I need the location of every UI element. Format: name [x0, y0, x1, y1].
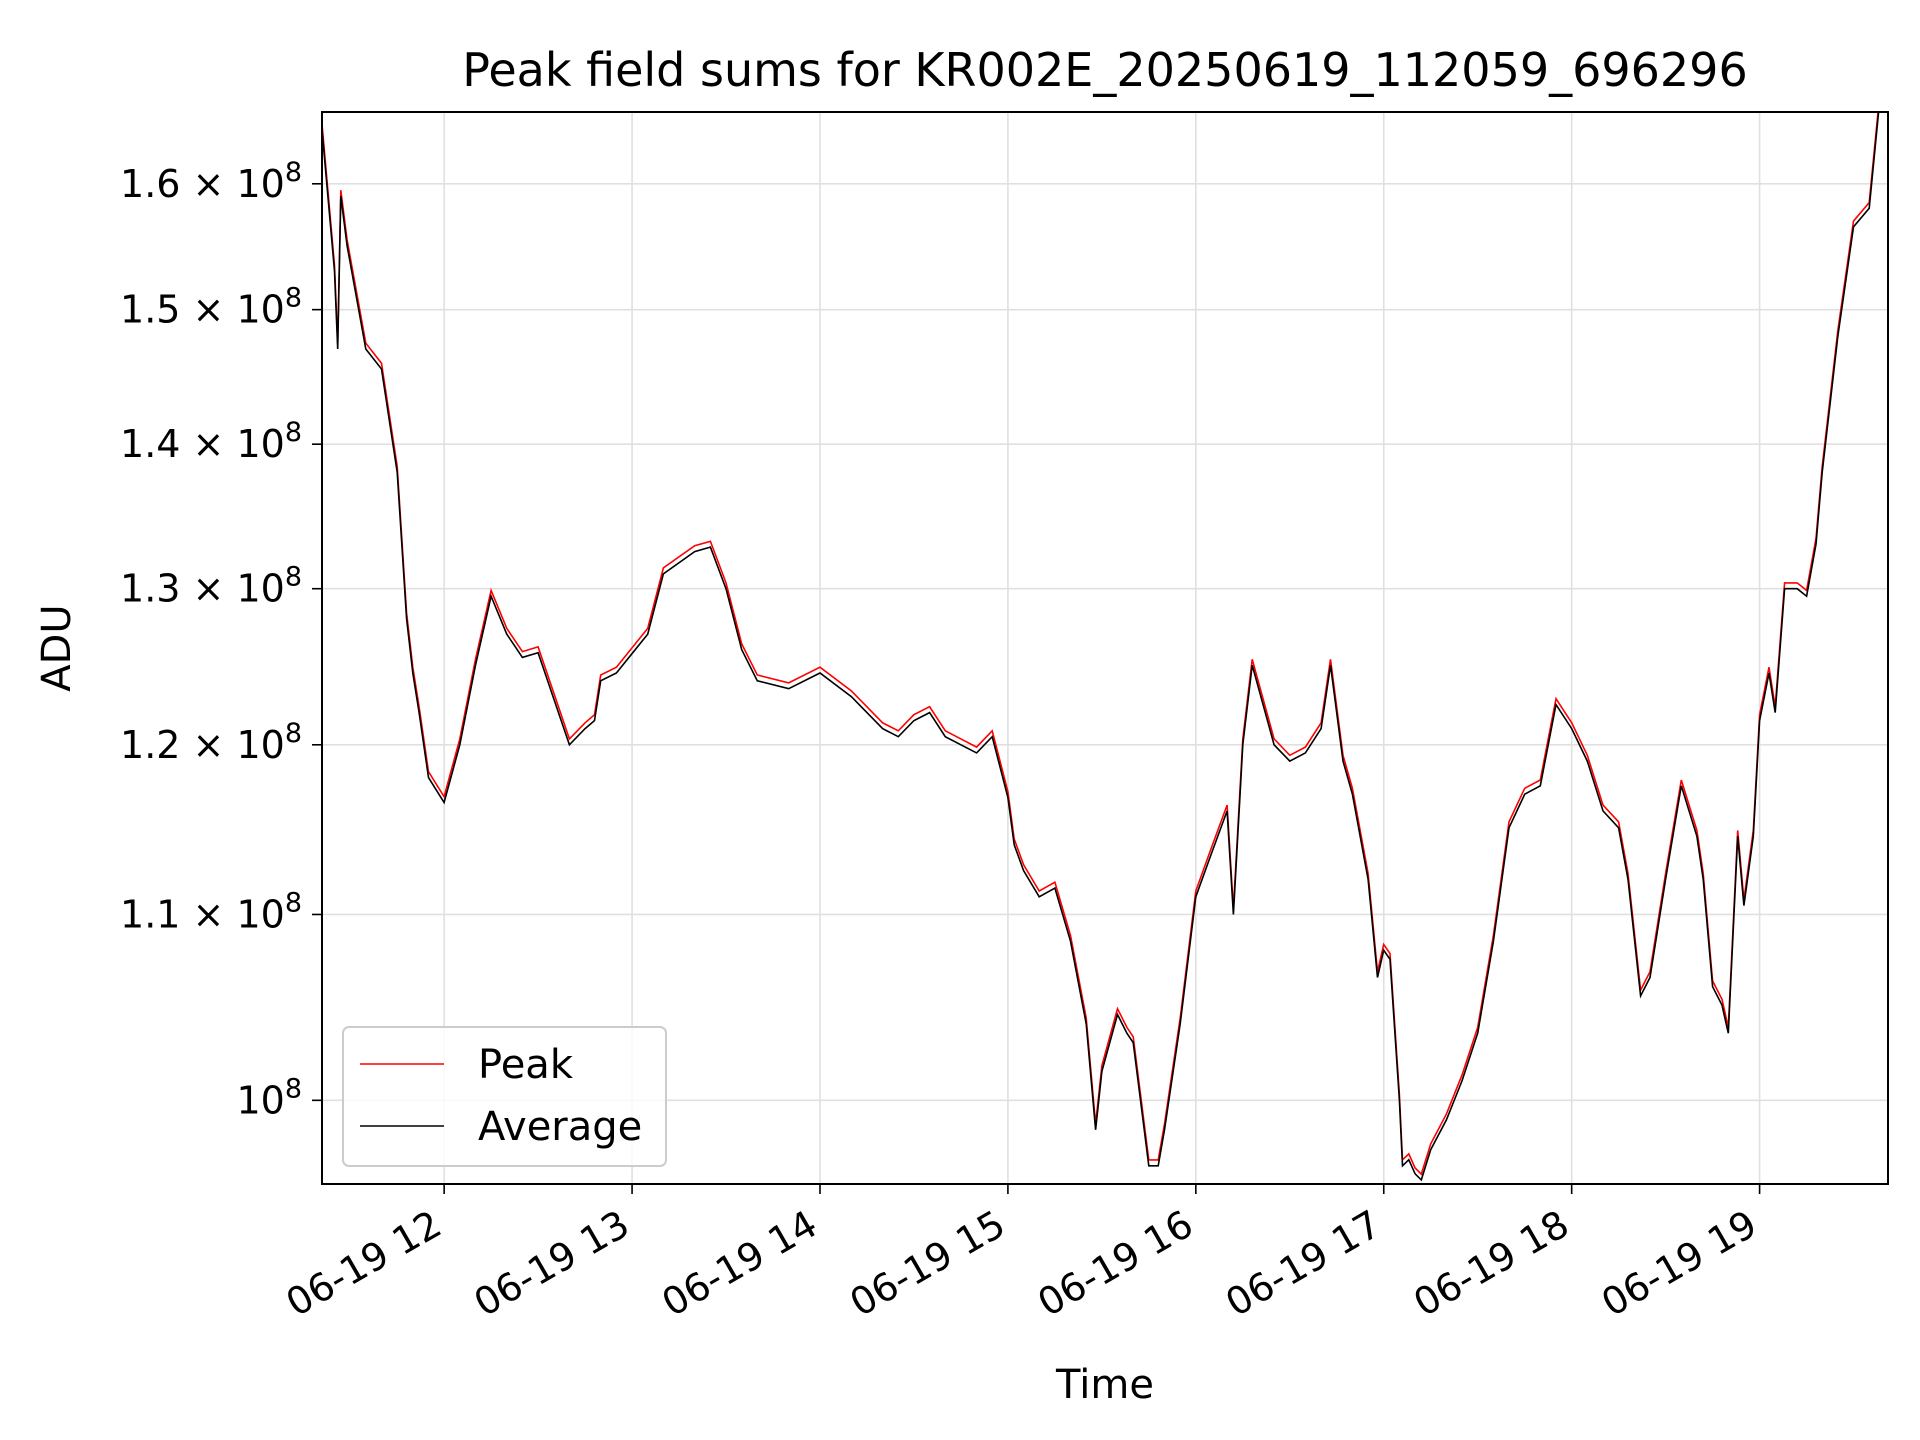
- legend-label-peak: Peak: [478, 1042, 574, 1088]
- y-tick-label: 1.6 × 108: [120, 157, 302, 206]
- y-tick-label: 1.2 × 108: [120, 718, 302, 767]
- y-tick-label: 1.4 × 108: [120, 417, 302, 466]
- plot-frame: [321, 111, 1889, 1185]
- series-line-peak: [322, 112, 1879, 1176]
- chart-title: Peak field sums for KR002E_20250619_1120…: [462, 43, 1747, 97]
- y-axis-label: ADU: [34, 604, 80, 691]
- x-axis-label: Time: [1055, 1362, 1154, 1408]
- series-line-average: [322, 112, 1880, 1182]
- legend-box: [342, 1026, 667, 1167]
- y-tick-label: 1.3 × 108: [120, 562, 302, 611]
- legend-label-average: Average: [478, 1104, 642, 1150]
- y-tick-label: 108: [236, 1073, 302, 1122]
- series-layer: [322, 112, 1880, 1182]
- legend: Peak Average: [342, 1026, 667, 1167]
- y-tick-label: 1.5 × 108: [120, 283, 302, 332]
- y-tick-label: 1.1 × 108: [120, 887, 302, 936]
